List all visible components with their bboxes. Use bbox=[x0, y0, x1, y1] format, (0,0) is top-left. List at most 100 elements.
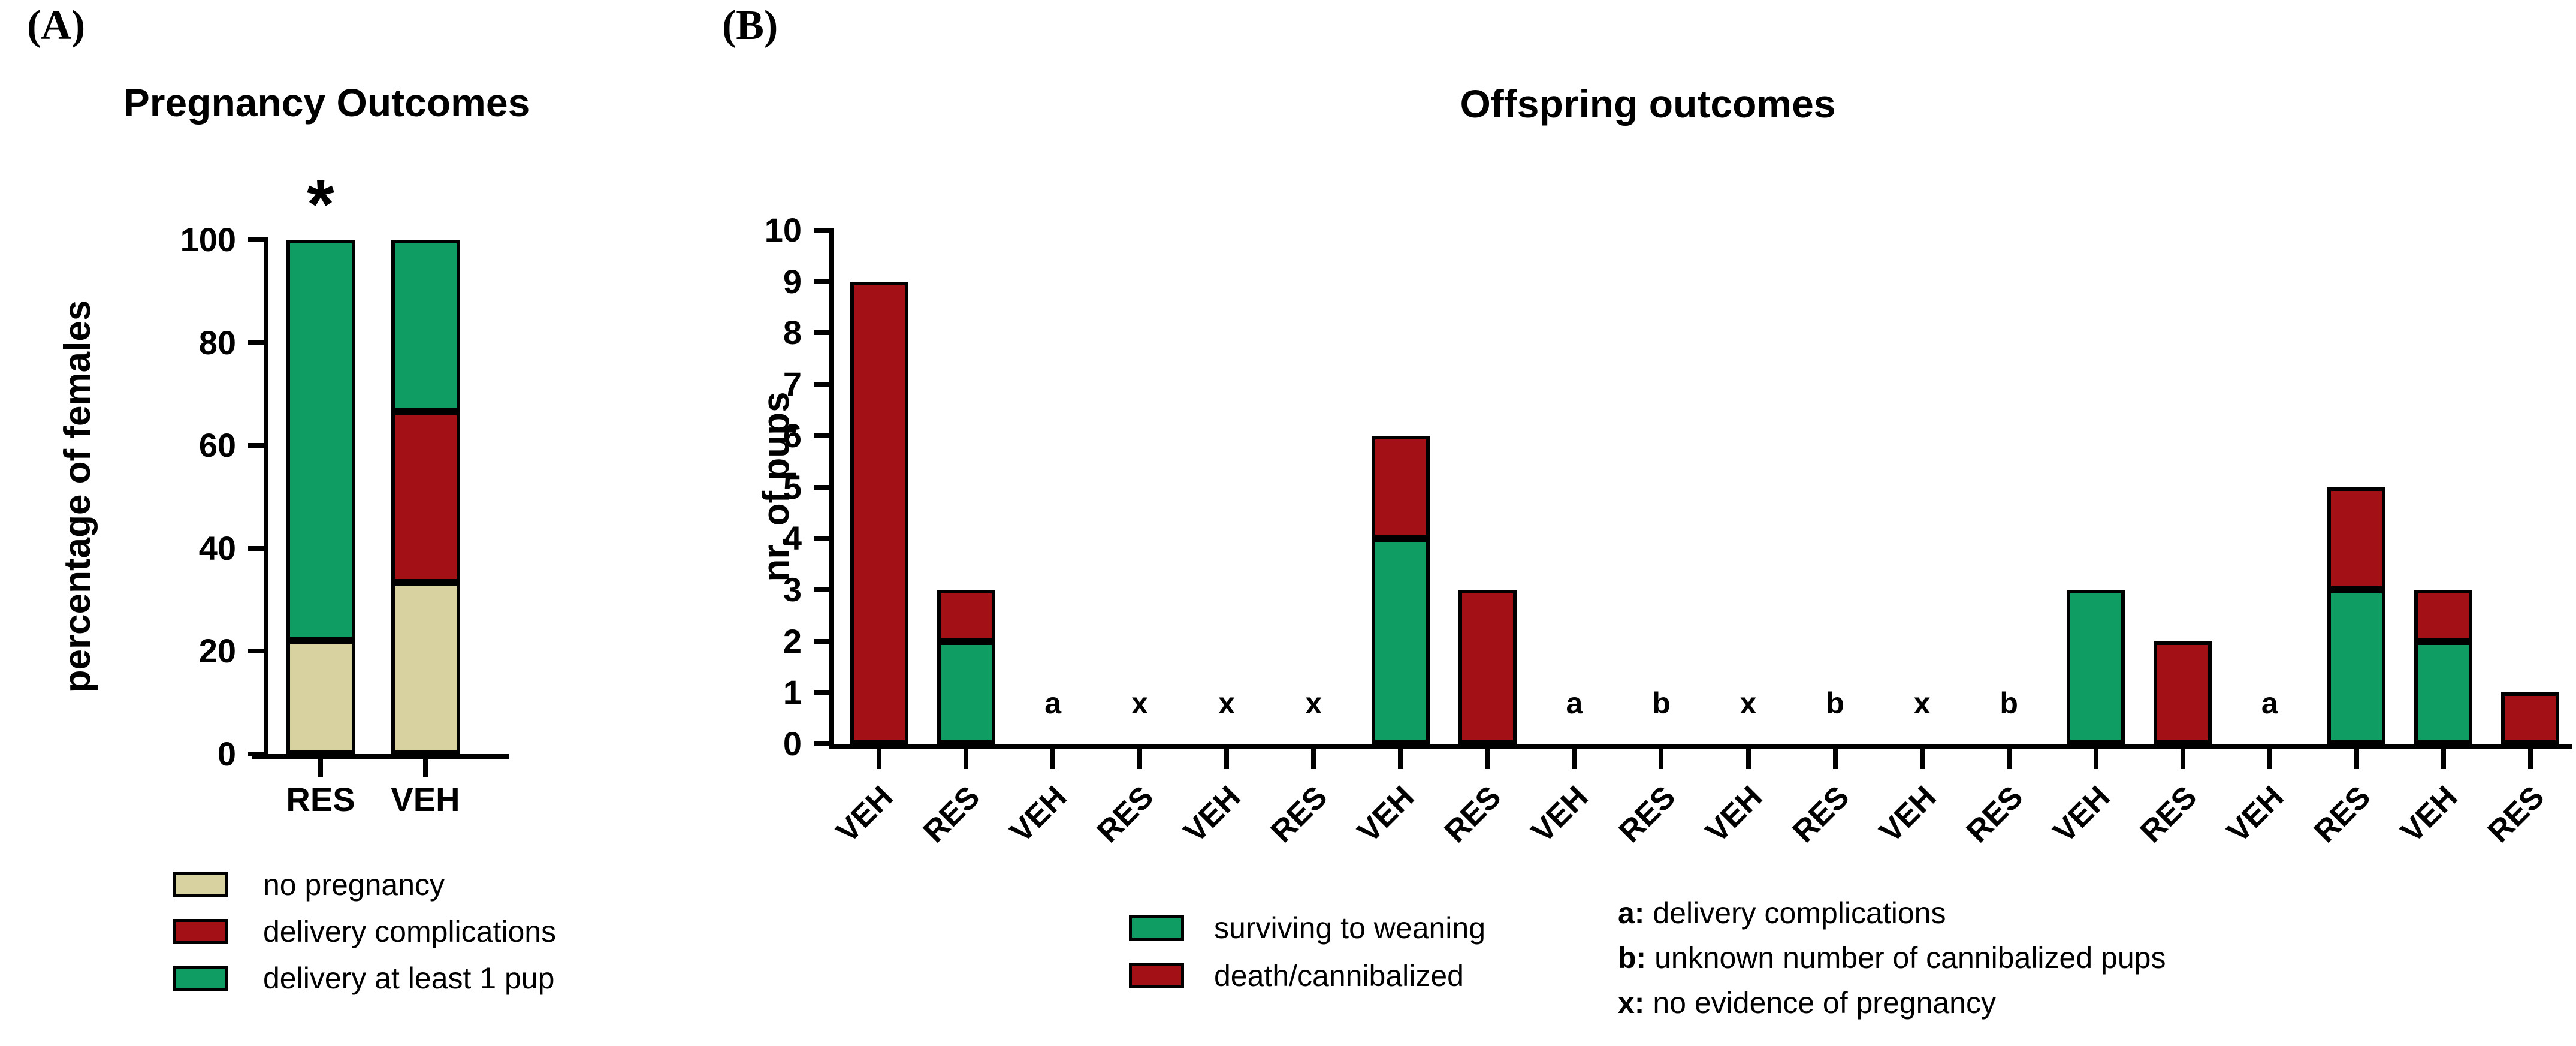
death-swatch bbox=[1129, 963, 1184, 989]
x-tick bbox=[1050, 749, 1056, 769]
x-tick bbox=[2441, 749, 2446, 769]
panel-b-tag: (B) bbox=[722, 2, 778, 49]
x-tick bbox=[1745, 749, 1751, 769]
x-axis-line bbox=[252, 754, 509, 759]
outcome-marker-a: a bbox=[1566, 686, 1583, 720]
outcome-marker-a: a bbox=[1044, 686, 1061, 720]
y-tick bbox=[248, 545, 264, 551]
category-label: RES bbox=[1786, 779, 1856, 850]
pregnancy-chart-title: Pregnancy Outcomes bbox=[123, 80, 530, 125]
significance-asterisk: * bbox=[307, 165, 334, 244]
legend-item: delivery at least 1 pup bbox=[173, 963, 554, 994]
offspring-chart-title: Offspring outcomes bbox=[1460, 82, 1836, 126]
y-tick bbox=[248, 649, 264, 654]
bar-segment-surviving-to-weaning bbox=[2327, 589, 2386, 744]
bar-segment-delivery-complications bbox=[391, 411, 460, 583]
bar-segment-death-cannibalized bbox=[2327, 487, 2386, 590]
y-tick bbox=[814, 690, 829, 695]
y-tick bbox=[248, 752, 264, 756]
y-tick bbox=[814, 484, 829, 490]
footnote-prefix: a: bbox=[1618, 896, 1645, 930]
x-tick bbox=[423, 759, 428, 777]
category-label: RES bbox=[2307, 779, 2378, 850]
delivery-complications-swatch bbox=[173, 919, 228, 945]
y-tick-label: 0 bbox=[783, 725, 802, 762]
x-tick bbox=[2006, 749, 2012, 769]
y-tick bbox=[814, 330, 829, 336]
x-tick bbox=[1572, 749, 1577, 769]
bar-segment-no-pregnancy bbox=[286, 640, 355, 754]
category-label: VEH bbox=[829, 779, 900, 850]
bar-segment-death-cannibalized bbox=[2414, 589, 2473, 641]
legend-label: no pregnancy bbox=[263, 868, 445, 902]
x-tick bbox=[1137, 749, 1143, 769]
x-tick bbox=[2527, 749, 2533, 769]
legend-label: delivery complications bbox=[263, 915, 557, 948]
y-tick bbox=[248, 443, 264, 448]
bar-segment-delivery-at-least-1-pup bbox=[286, 240, 355, 640]
category-label: RES bbox=[916, 779, 987, 850]
panel-a-tag: (A) bbox=[27, 2, 86, 49]
outcome-marker-x: x bbox=[1218, 686, 1236, 720]
footnote-text: unknown number of cannibalized pups bbox=[1646, 941, 2166, 975]
x-tick bbox=[1832, 749, 1838, 769]
category-label: RES bbox=[1438, 779, 1508, 850]
y-tick-label: 20 bbox=[198, 632, 236, 670]
y-tick bbox=[814, 228, 829, 233]
y-tick bbox=[814, 279, 829, 284]
y-tick-label: 3 bbox=[783, 570, 802, 608]
x-tick bbox=[1919, 749, 1925, 769]
footnote-text: no evidence of pregnancy bbox=[1644, 986, 1996, 1020]
y-axis-line bbox=[264, 237, 268, 759]
legend-item: death/cannibalized bbox=[1129, 960, 1464, 992]
y-tick-label: 10 bbox=[764, 211, 802, 249]
y-tick-label: 1 bbox=[783, 673, 802, 712]
y-axis-line bbox=[829, 228, 834, 749]
bar-segment-surviving-to-weaning bbox=[1371, 538, 1430, 744]
legend-item: no pregnancy bbox=[173, 869, 445, 901]
y-tick bbox=[814, 382, 829, 387]
y-tick-label: 7 bbox=[783, 365, 802, 403]
bar-segment-death-cannibalized bbox=[850, 281, 908, 744]
bar-segment-death-cannibalized bbox=[937, 589, 995, 641]
y-tick-label: 80 bbox=[198, 323, 236, 361]
x-tick bbox=[1485, 749, 1490, 769]
y-tick bbox=[248, 340, 264, 345]
outcome-marker-x: x bbox=[1131, 686, 1149, 720]
bar-segment-death-cannibalized bbox=[2501, 692, 2560, 744]
outcome-marker-b: b bbox=[2000, 686, 2018, 720]
bar-segment-death-cannibalized bbox=[1458, 589, 1517, 744]
x-tick bbox=[1311, 749, 1316, 769]
x-axis-line bbox=[829, 744, 2572, 749]
y-tick-label: 40 bbox=[198, 529, 236, 567]
category-label: RES bbox=[2481, 779, 2551, 850]
bar-segment-surviving-to-weaning bbox=[2414, 641, 2473, 744]
x-tick bbox=[2354, 749, 2359, 769]
outcome-marker-x: x bbox=[1740, 686, 1757, 720]
x-tick bbox=[2093, 749, 2098, 769]
legend-label: delivery at least 1 pup bbox=[263, 961, 555, 995]
y-tick-label: 100 bbox=[180, 221, 236, 258]
x-tick bbox=[2267, 749, 2272, 769]
outcome-marker-b: b bbox=[1826, 686, 1844, 720]
x-tick bbox=[2180, 749, 2185, 769]
y-tick-label: 0 bbox=[217, 735, 236, 773]
category-label: VEH bbox=[1873, 779, 1943, 850]
category-label: VEH bbox=[2220, 779, 2291, 850]
category-label: VEH bbox=[2046, 779, 2117, 850]
category-label: VEH bbox=[391, 780, 460, 818]
no-pregnancy-swatch bbox=[173, 872, 228, 898]
y-tick-label: 5 bbox=[783, 468, 802, 506]
y-tick-label: 9 bbox=[783, 262, 802, 300]
bar-segment-delivery-at-least-1-pup bbox=[391, 240, 460, 411]
x-tick bbox=[1398, 749, 1403, 769]
outcome-marker-b: b bbox=[1652, 686, 1671, 720]
category-label: RES bbox=[1091, 779, 1161, 850]
x-tick bbox=[1224, 749, 1230, 769]
y-tick-label: 2 bbox=[783, 622, 802, 660]
y-tick-label: 60 bbox=[198, 426, 236, 465]
x-tick bbox=[318, 759, 323, 777]
